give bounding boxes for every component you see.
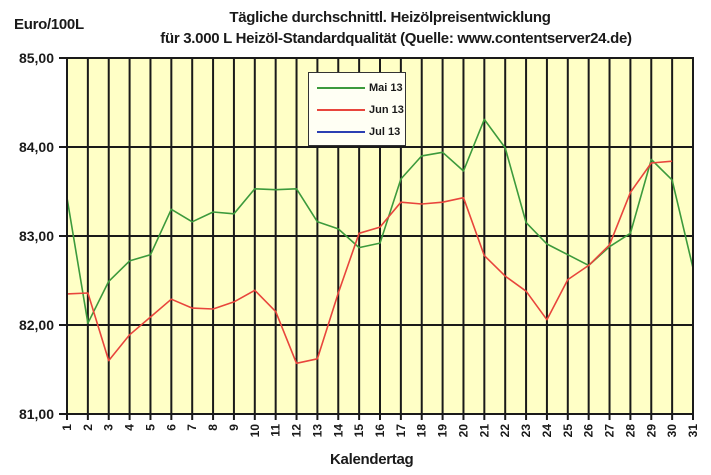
x-tick-label: 28	[623, 424, 637, 438]
x-tick-label: 1	[60, 424, 74, 431]
x-tick-label: 15	[352, 424, 366, 438]
legend-label-jul: Jul 13	[369, 126, 401, 138]
chart-title-line2: für 3.000 L Heizöl-Standardqualität (Que…	[160, 30, 632, 47]
y-tick-label: 81,00	[19, 406, 54, 422]
x-tick-label: 8	[206, 424, 220, 431]
x-tick-label: 25	[561, 424, 575, 438]
x-tick-label: 16	[373, 424, 387, 438]
legend-swatch-mai	[317, 87, 365, 89]
x-tick-label: 6	[164, 424, 178, 431]
x-tick-label: 23	[519, 424, 533, 438]
x-tick-label: 24	[540, 424, 554, 438]
x-tick-label: 10	[248, 424, 262, 438]
legend-swatch-jun	[317, 109, 365, 111]
x-tick-label: 4	[123, 424, 137, 431]
y-tick-label: 83,00	[19, 228, 54, 244]
x-tick-label: 12	[290, 424, 304, 438]
x-tick-label: 21	[477, 424, 491, 438]
x-tick-label: 26	[582, 424, 596, 438]
x-tick-label: 5	[143, 424, 157, 431]
x-tick-label: 11	[269, 424, 283, 437]
x-tick-label: 19	[436, 424, 450, 438]
legend-label-jun: Jun 13	[369, 104, 404, 116]
x-tick-label: 18	[415, 424, 429, 438]
x-tick-label: 2	[81, 424, 95, 431]
x-tick-label: 20	[456, 424, 470, 438]
x-tick-label: 17	[394, 424, 408, 438]
x-tick-label: 30	[665, 424, 679, 438]
legend-label-mai: Mai 13	[369, 82, 403, 94]
legend-item-mai: Mai 13	[317, 81, 403, 95]
data-series	[66, 118, 694, 365]
plot-border	[66, 57, 694, 415]
chart-title-line1: Tägliche durchschnittl. Heizölpreisentwi…	[229, 9, 551, 26]
x-tick-label: 27	[603, 424, 617, 438]
x-axis-label: Kalendertag	[330, 451, 414, 468]
legend-item-jul: Jul 13	[317, 125, 400, 139]
x-tick-label: 3	[102, 424, 116, 431]
x-axis-ticks: 1 2 3 4 5 6 7 8 9 10 11 12 13 14 15 16 17 18 19 20 21 22 23 24 2…	[60, 424, 700, 438]
legend-swatch-jul	[317, 131, 365, 133]
x-tick-label: 9	[227, 424, 241, 431]
y-tick-label: 82,00	[19, 317, 54, 333]
legend-item-jun: Jun 13	[317, 103, 404, 117]
x-tick-label: 13	[310, 424, 324, 438]
series-line-1	[66, 160, 673, 365]
x-tick-label: 29	[644, 424, 658, 438]
x-tick-label: 31	[686, 424, 700, 438]
legend: Mai 13 Jun 13 Jul 13	[308, 72, 406, 146]
y-axis-unit-label: Euro/100L	[14, 16, 84, 33]
x-tick-label: 14	[331, 424, 345, 438]
y-axis-ticks: 85,00 84,00 83,00 82,00 81,00	[19, 50, 54, 422]
x-tick-label: 22	[498, 424, 512, 438]
x-tick-label: 7	[185, 424, 199, 431]
y-tick-label: 85,00	[19, 50, 54, 66]
y-tick-label: 84,00	[19, 139, 54, 155]
